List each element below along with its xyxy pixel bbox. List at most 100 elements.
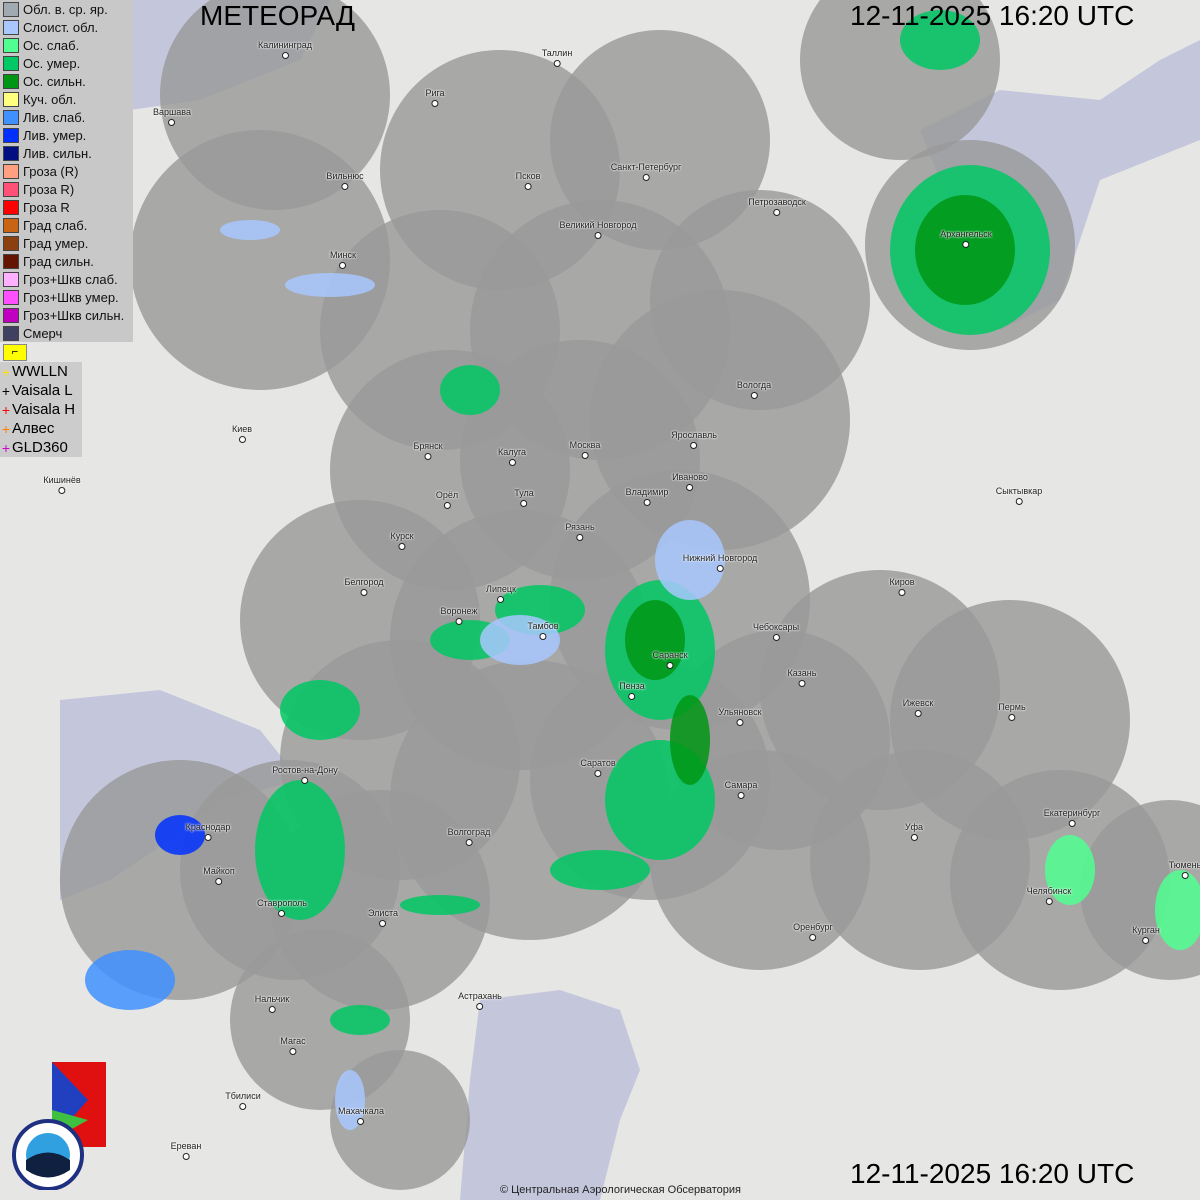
precip-echo (900, 10, 980, 70)
city-label: Саранск (652, 650, 687, 669)
copyright: © Центральная Аэрологическая Обсерватори… (500, 1184, 741, 1196)
city-label: Челябинск (1027, 886, 1071, 905)
city-label: Ростов-на-Дону (272, 765, 338, 784)
city-label: Москва (570, 440, 601, 459)
legend-swatch (3, 271, 19, 287)
legend-swatch (3, 73, 19, 89)
lightning-source-label: Алвес (12, 420, 55, 437)
precip-echo (550, 850, 650, 890)
legend-label: Лив. умер. (23, 127, 87, 143)
legend-item: Лив. умер. (0, 126, 133, 144)
legend-item: Гроза R) (0, 180, 133, 198)
city-label: Ереван (171, 1141, 202, 1160)
legend-item: Гроза (R) (0, 162, 133, 180)
legend-swatch (3, 55, 19, 71)
legend-item: Град сильн. (0, 252, 133, 270)
city-label: Саратов (580, 758, 615, 777)
city-label: Курган (1132, 925, 1160, 944)
lightning-source-item[interactable]: + Vaisala L (0, 381, 82, 400)
city-label: Киров (889, 577, 914, 596)
legend-label: Гроза (R) (23, 163, 79, 179)
city-label: Липецк (486, 584, 516, 603)
legend-swatch (3, 181, 19, 197)
lightning-source-item[interactable]: + Алвес (0, 419, 82, 438)
city-label: Ставрополь (257, 898, 307, 917)
legend-swatch (3, 217, 19, 233)
city-label: Астрахань (458, 991, 502, 1010)
city-label: Вильнюс (326, 171, 363, 190)
lightning-source-item[interactable]: + WWLLN (0, 362, 82, 381)
precip-echo (280, 680, 360, 740)
legend-swatch (3, 289, 19, 305)
legend-swatch (3, 91, 19, 107)
legend-label: Гроз+Шкв умер. (23, 289, 119, 305)
city-label: Нижний Новгород (683, 553, 758, 572)
city-label: Рига (425, 88, 444, 107)
legend-swatch (3, 145, 19, 161)
legend-item: Гроза R (0, 198, 133, 216)
legend-label: Град слаб. (23, 217, 88, 233)
lightning-source-label: Vaisala L (12, 382, 73, 399)
city-label: Рязань (565, 522, 594, 541)
city-label: Ульяновск (718, 707, 761, 726)
radar-circle (330, 1050, 470, 1190)
city-label: Тамбов (527, 621, 558, 640)
roshydromet-logo (12, 1062, 106, 1190)
city-label: Тула (514, 488, 534, 507)
city-label: Пермь (998, 702, 1025, 721)
legend-item: Слоист. обл. (0, 18, 133, 36)
legend-item: Обл. в. ср. яр. (0, 0, 133, 18)
city-label: Екатеринбург (1044, 808, 1101, 827)
legend-label: Лив. слаб. (23, 109, 86, 125)
legend-item: Град слаб. (0, 216, 133, 234)
city-label: Белгород (344, 577, 383, 596)
legend-label: Ос. сильн. (23, 73, 86, 89)
lightning-source-item[interactable]: + Vaisala H (0, 400, 82, 419)
city-label: Курск (390, 531, 413, 550)
city-label: Архангельск (940, 229, 991, 248)
city-label: Волгоград (448, 827, 491, 846)
legend-swatch (3, 253, 19, 269)
radar-circle (60, 760, 300, 1000)
city-label: Брянск (413, 441, 442, 460)
legend-swatch (3, 199, 19, 215)
legend-item: Ос. умер. (0, 54, 133, 72)
city-label: Киев (232, 424, 252, 443)
legend-item: Лив. слаб. (0, 108, 133, 126)
lightning-cross-icon: + (1, 439, 11, 456)
lightning-source-item[interactable]: + GLD360 (0, 438, 82, 457)
radar-circle (550, 30, 770, 250)
city-label: Калуга (498, 447, 526, 466)
legend-swatch (3, 325, 19, 341)
legend-item: Куч. обл. (0, 90, 133, 108)
precip-echo (220, 220, 280, 240)
legend: Обл. в. ср. яр. Слоист. обл. Ос. слаб. Ос. … (0, 0, 133, 342)
lightning-cross-icon: + (1, 401, 11, 418)
legend-label: Лив. сильн. (23, 145, 92, 161)
city-label: Тбилиси (225, 1091, 261, 1110)
city-label: Махачкала (338, 1106, 384, 1125)
city-label: Уфа (905, 822, 923, 841)
legend-swatch (3, 37, 19, 53)
city-label: Краснодар (186, 822, 231, 841)
lightning-flag-icon[interactable]: ⌐ (3, 344, 27, 361)
datetime-top: 12-11-2025 16:20 UTC (850, 0, 1135, 31)
legend-label: Гроз+Шкв слаб. (23, 271, 118, 287)
legend-swatch (3, 127, 19, 143)
legend-item: Лив. сильн. (0, 144, 133, 162)
datetime-bottom: 12-11-2025 16:20 UTC (850, 1158, 1135, 1189)
lightning-source-label: GLD360 (12, 439, 68, 456)
legend-item: Гроз+Шкв слаб. (0, 270, 133, 288)
city-label: Чебоксары (753, 622, 799, 641)
city-label: Ярославль (671, 430, 717, 449)
legend-swatch (3, 109, 19, 125)
city-label: Вологда (737, 380, 771, 399)
legend-label: Град сильн. (23, 253, 94, 269)
precip-echo (285, 273, 375, 297)
lightning-cross-icon: + (1, 420, 11, 437)
legend-label: Гроз+Шкв сильн. (23, 307, 125, 323)
lightning-cross-icon: + (1, 382, 11, 399)
legend-label: Смерч (23, 325, 63, 341)
precip-echo (255, 780, 345, 920)
legend-label: Обл. в. ср. яр. (23, 1, 108, 17)
